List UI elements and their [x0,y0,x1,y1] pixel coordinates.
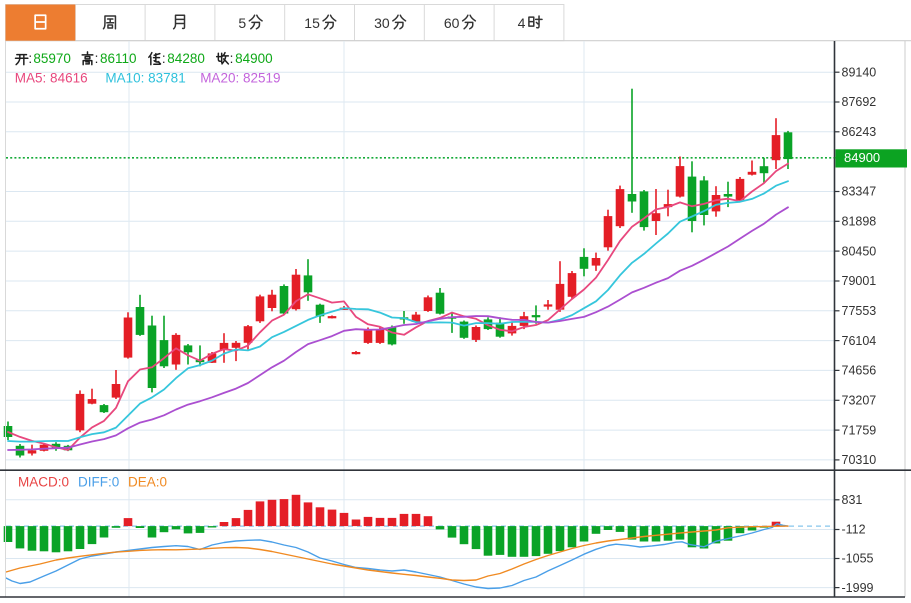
svg-text:831: 831 [842,493,863,507]
svg-text:DEA:0: DEA:0 [128,474,167,489]
svg-text:30: 30 [374,15,390,31]
svg-text:77553: 77553 [842,304,877,318]
svg-text:79001: 79001 [842,274,877,288]
svg-text:70310: 70310 [842,453,877,467]
svg-text:84900: 84900 [844,150,880,165]
svg-text:MA10: 83781: MA10: 83781 [105,71,185,86]
svg-text:86110: 86110 [100,51,137,66]
svg-text:MA20: 82519: MA20: 82519 [200,71,280,86]
svg-text:81898: 81898 [842,215,877,229]
svg-text:-112: -112 [842,523,866,537]
svg-text:73207: 73207 [842,394,877,408]
svg-text:83347: 83347 [842,185,877,199]
svg-text:87692: 87692 [842,95,877,109]
svg-text:-1999: -1999 [842,581,874,595]
svg-text:15: 15 [304,15,320,31]
svg-text:-1055: -1055 [842,552,874,566]
svg-text:80450: 80450 [842,244,877,258]
svg-text:84900: 84900 [235,51,273,66]
svg-text:71759: 71759 [842,423,877,437]
svg-text:85970: 85970 [33,51,71,66]
svg-text::: : [230,51,234,66]
svg-text::: : [95,51,99,66]
svg-text:4: 4 [518,15,526,31]
svg-text:60: 60 [444,15,460,31]
svg-text:89140: 89140 [842,65,877,79]
svg-text::: : [28,51,32,66]
svg-text:84280: 84280 [167,51,205,66]
svg-text:5: 5 [238,15,246,31]
svg-text:MACD:0: MACD:0 [18,474,69,489]
svg-text:86243: 86243 [842,125,877,139]
svg-text:76104: 76104 [842,334,877,348]
svg-text:MA5: 84616: MA5: 84616 [15,71,88,86]
svg-text::: : [162,51,166,66]
svg-text:DIFF:0: DIFF:0 [78,474,119,489]
svg-text:74656: 74656 [842,364,877,378]
